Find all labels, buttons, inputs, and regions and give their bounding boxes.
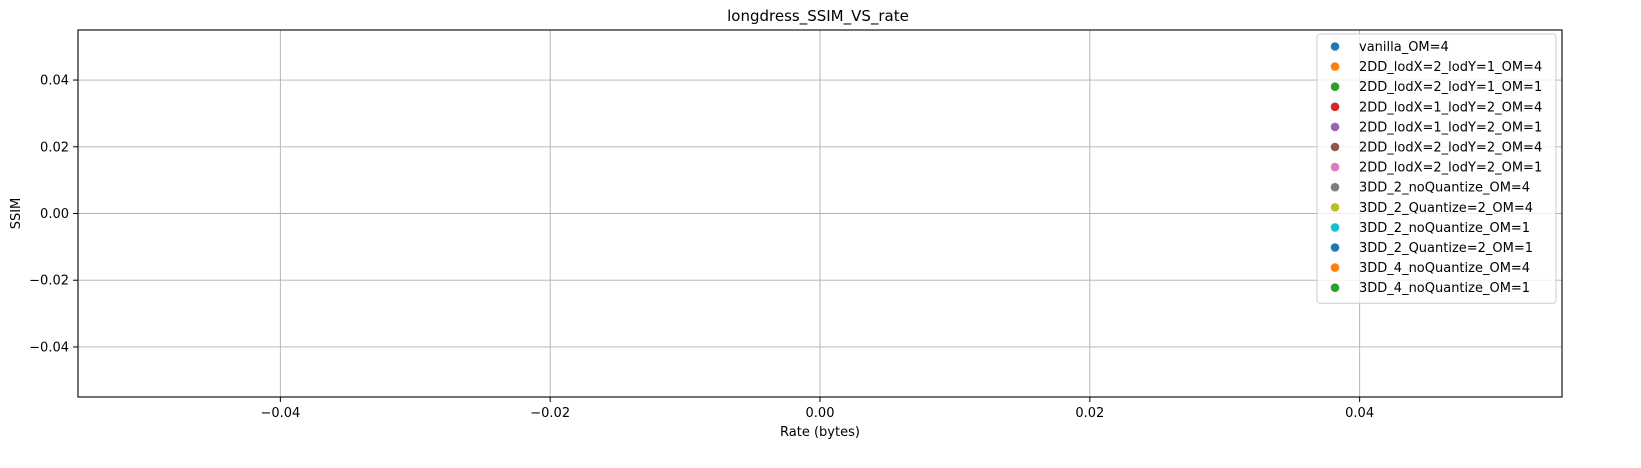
legend-box xyxy=(1316,33,1557,304)
legend: vanilla_OM=4 2DD_lodX=2_lodY=1_OM=4 2DD_lo… xyxy=(1316,33,1557,304)
legend-marker xyxy=(1330,42,1340,51)
legend-marker xyxy=(1330,283,1340,293)
legend-marker xyxy=(1330,62,1340,71)
legend-label: 2DD_lodX=2_lodY=1_OM=1 xyxy=(1359,80,1542,95)
legend-label: 2DD_lodX=1_lodY=2_OM=1 xyxy=(1359,120,1542,135)
legend-label: 3DD_2_Quantize=2_OM=4 xyxy=(1359,201,1533,216)
legend-label: 3DD_2_noQuantize_OM=1 xyxy=(1359,221,1530,236)
y-tick-label: 0.00 xyxy=(40,207,69,222)
legend-marker xyxy=(1330,223,1340,232)
y-tick-label: 0.04 xyxy=(40,74,69,89)
legend-label: 3DD_2_Quantize=2_OM=1 xyxy=(1359,241,1533,256)
legend-marker xyxy=(1330,142,1340,152)
y-tick-label: −0.04 xyxy=(29,340,69,355)
legend-marker xyxy=(1330,162,1340,172)
grid-lines xyxy=(78,30,1562,397)
legend-marker xyxy=(1330,243,1340,252)
y-axis-label: SSIM xyxy=(9,198,24,230)
legend-label: vanilla_OM=4 xyxy=(1359,40,1449,55)
legend-marker xyxy=(1330,82,1340,91)
x-axis-ticks: −0.04 −0.02 0.00 0.02 0.04 xyxy=(260,397,1374,421)
x-tick-label: 0.00 xyxy=(806,406,835,421)
legend-marker xyxy=(1330,203,1340,212)
y-axis-ticks: −0.04 −0.02 0.00 0.02 0.04 xyxy=(29,74,78,355)
legend-label: 2DD_lodX=2_lodY=2_OM=1 xyxy=(1359,161,1542,176)
chart-title: longdress_SSIM_VS_rate xyxy=(727,7,909,26)
legend-label: 2DD_lodX=2_lodY=1_OM=4 xyxy=(1359,60,1542,75)
legend-marker xyxy=(1330,102,1340,112)
legend-marker xyxy=(1330,122,1340,132)
legend-label: 2DD_lodX=1_lodY=2_OM=4 xyxy=(1359,100,1542,115)
x-tick-label: −0.02 xyxy=(530,406,570,421)
y-tick-label: 0.02 xyxy=(40,140,69,155)
legend-label: 3DD_4_noQuantize_OM=4 xyxy=(1359,261,1530,276)
legend-marker xyxy=(1330,182,1340,192)
legend-label: 3DD_2_noQuantize_OM=4 xyxy=(1359,181,1530,196)
x-axis-label: Rate (bytes) xyxy=(780,425,860,440)
legend-marker xyxy=(1330,263,1340,272)
legend-label: 2DD_lodX=2_lodY=2_OM=4 xyxy=(1359,141,1542,156)
x-tick-label: 0.04 xyxy=(1345,406,1374,421)
legend-label: 3DD_4_noQuantize_OM=1 xyxy=(1359,281,1530,296)
y-tick-label: −0.02 xyxy=(29,274,69,289)
x-tick-label: −0.04 xyxy=(260,406,300,421)
x-tick-label: 0.02 xyxy=(1075,406,1104,421)
